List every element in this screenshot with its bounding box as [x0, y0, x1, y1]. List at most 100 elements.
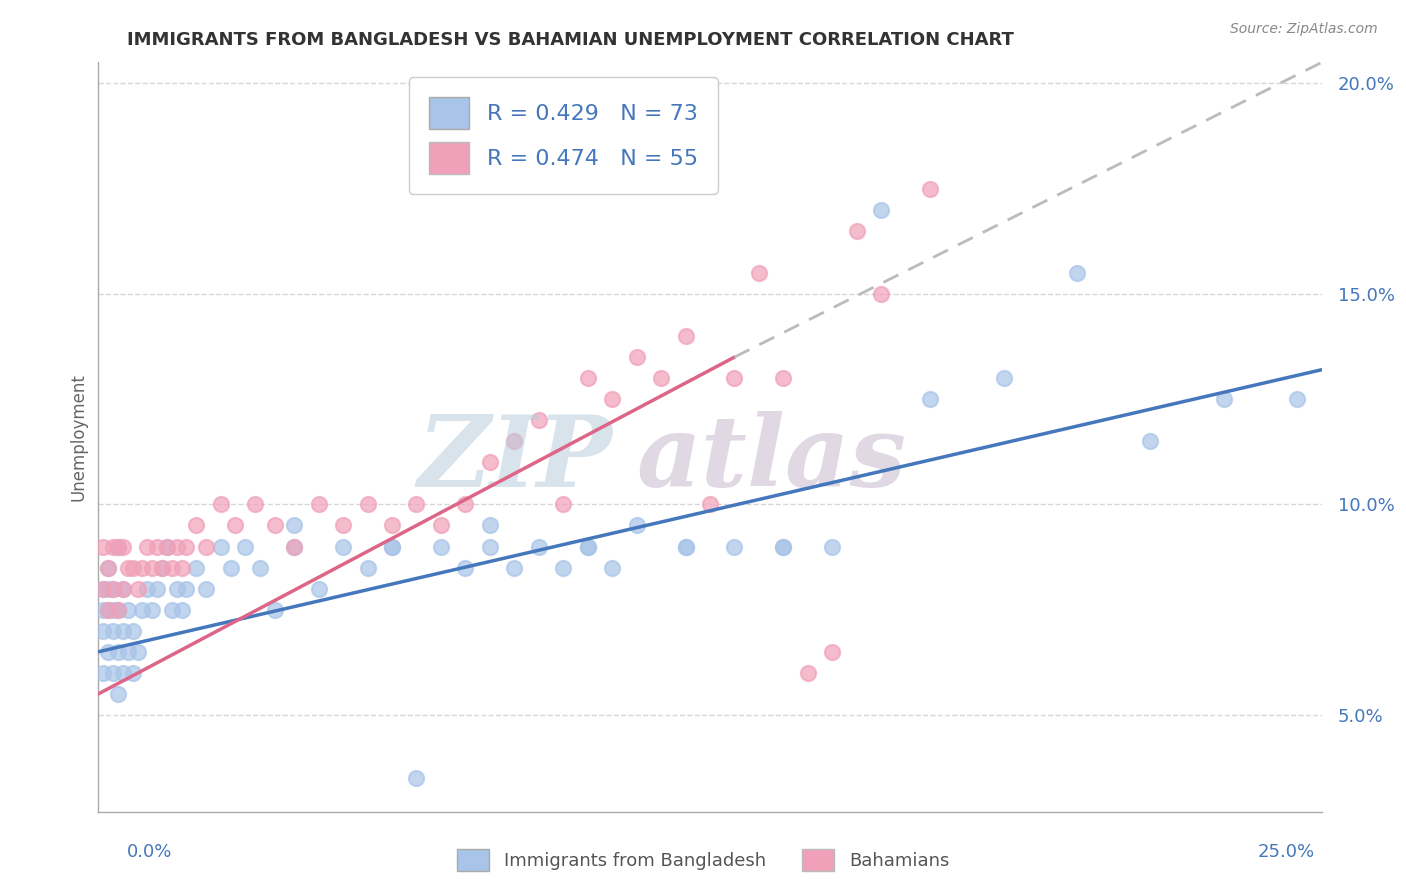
Point — [249, 560, 271, 574]
Point — [111, 582, 134, 596]
Point — [91, 540, 114, 554]
Point — [381, 540, 404, 554]
Point — [356, 498, 378, 512]
Point — [146, 582, 169, 596]
Point — [150, 560, 173, 574]
Point — [117, 645, 139, 659]
Point — [111, 624, 134, 638]
Point — [176, 540, 198, 554]
Point — [111, 665, 134, 680]
Point — [381, 518, 404, 533]
Point — [91, 602, 114, 616]
Point — [1066, 266, 1088, 280]
Point — [117, 602, 139, 616]
Point — [91, 582, 114, 596]
Point — [209, 498, 232, 512]
Point — [121, 624, 143, 638]
Point — [233, 540, 256, 554]
Point — [101, 582, 124, 596]
Point — [1139, 434, 1161, 449]
Point — [308, 582, 330, 596]
Point — [91, 624, 114, 638]
Point — [553, 498, 575, 512]
Point — [121, 560, 143, 574]
Point — [748, 266, 770, 280]
Point — [111, 582, 134, 596]
Point — [356, 560, 378, 574]
Point — [186, 560, 208, 574]
Point — [920, 182, 942, 196]
Point — [97, 560, 120, 574]
Point — [101, 540, 124, 554]
Point — [845, 224, 868, 238]
Point — [141, 602, 163, 616]
Point — [920, 392, 942, 407]
Point — [1286, 392, 1309, 407]
Point — [723, 540, 745, 554]
Point — [195, 582, 218, 596]
Point — [131, 602, 153, 616]
Point — [772, 540, 794, 554]
Point — [821, 645, 844, 659]
Point — [136, 582, 159, 596]
Point — [503, 560, 526, 574]
Point — [101, 602, 124, 616]
Point — [993, 371, 1015, 385]
Point — [1212, 392, 1234, 407]
Point — [97, 645, 120, 659]
Text: 0.0%: 0.0% — [127, 843, 172, 861]
Point — [308, 498, 330, 512]
Legend: Immigrants from Bangladesh, Bahamians: Immigrants from Bangladesh, Bahamians — [450, 842, 956, 879]
Point — [626, 350, 648, 364]
Point — [263, 518, 285, 533]
Point — [186, 518, 208, 533]
Point — [503, 434, 526, 449]
Point — [405, 498, 427, 512]
Point — [150, 560, 173, 574]
Point — [332, 518, 354, 533]
Text: 25.0%: 25.0% — [1257, 843, 1315, 861]
Point — [576, 540, 599, 554]
Point — [107, 540, 129, 554]
Point — [97, 582, 120, 596]
Point — [553, 560, 575, 574]
Point — [454, 560, 477, 574]
Point — [675, 329, 697, 343]
Point — [101, 582, 124, 596]
Point — [117, 560, 139, 574]
Point — [600, 560, 623, 574]
Point — [527, 540, 550, 554]
Point — [405, 771, 427, 785]
Point — [576, 371, 599, 385]
Point — [454, 498, 477, 512]
Point — [107, 687, 129, 701]
Point — [283, 518, 305, 533]
Point — [111, 540, 134, 554]
Point — [209, 540, 232, 554]
Point — [283, 540, 305, 554]
Point — [136, 540, 159, 554]
Point — [626, 518, 648, 533]
Point — [107, 602, 129, 616]
Point — [283, 540, 305, 554]
Point — [91, 582, 114, 596]
Point — [224, 518, 246, 533]
Point — [131, 560, 153, 574]
Point — [675, 540, 697, 554]
Point — [107, 645, 129, 659]
Point — [821, 540, 844, 554]
Point — [101, 665, 124, 680]
Point — [478, 455, 501, 469]
Point — [107, 602, 129, 616]
Point — [127, 645, 149, 659]
Point — [121, 665, 143, 680]
Point — [478, 540, 501, 554]
Point — [723, 371, 745, 385]
Point — [478, 518, 501, 533]
Text: IMMIGRANTS FROM BANGLADESH VS BAHAMIAN UNEMPLOYMENT CORRELATION CHART: IMMIGRANTS FROM BANGLADESH VS BAHAMIAN U… — [127, 31, 1014, 49]
Point — [675, 540, 697, 554]
Point — [243, 498, 266, 512]
Point — [870, 202, 893, 217]
Point — [170, 602, 193, 616]
Point — [156, 540, 179, 554]
